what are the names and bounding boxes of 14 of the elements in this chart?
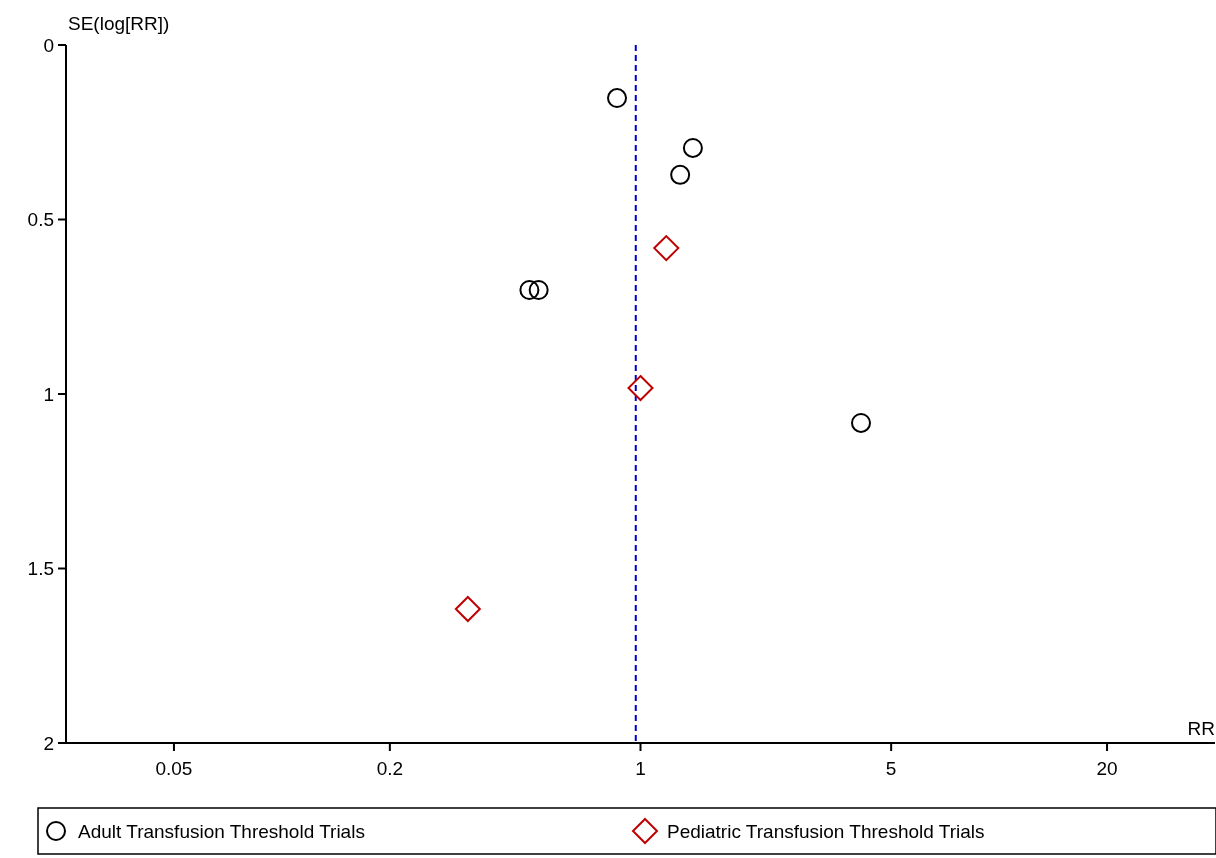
legend-label: Pediatric Transfusion Threshold Trials xyxy=(667,820,985,842)
y-tick-label: 1.5 xyxy=(27,558,54,580)
x-tick-label: 5 xyxy=(885,758,897,779)
legend-label: Adult Transfusion Threshold Trials xyxy=(78,820,365,842)
x-tick-label: 0.2 xyxy=(376,758,404,779)
y-tick-label: 0 xyxy=(43,34,54,56)
x-tick-label: 0.05 xyxy=(155,758,193,779)
y-axis-title: SE(log[RR]) xyxy=(68,13,170,34)
x-tick-label: 1 xyxy=(635,758,646,779)
x-axis-title: RR xyxy=(1187,718,1215,739)
y-tick-label: 1 xyxy=(43,383,54,405)
y-tick-label: 0.5 xyxy=(27,209,54,231)
y-tick-label: 2 xyxy=(43,732,54,754)
x-tick-label: 20 xyxy=(1096,758,1118,779)
